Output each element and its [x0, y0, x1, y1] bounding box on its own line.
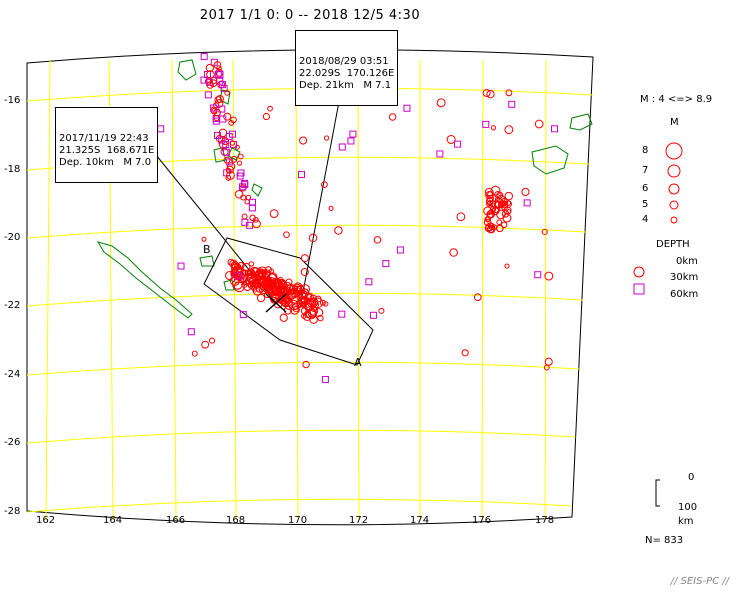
legend-mag-value: 6	[642, 183, 649, 194]
longitude-label: 166	[166, 515, 186, 526]
longitude-label: 178	[535, 515, 555, 526]
map-frame	[26, 49, 594, 526]
cross-section-box	[203, 237, 374, 366]
latitude-label: -20	[4, 232, 21, 243]
legend-depth-value: 30km	[670, 272, 699, 283]
legend-mag-range: M : 4 <=> 8.9	[640, 94, 713, 105]
earthquake-events	[157, 53, 559, 384]
legend-mag-value: 8	[642, 145, 649, 156]
longitude-label: 172	[349, 515, 369, 526]
longitude-label: 174	[410, 515, 430, 526]
legend-mag-value: 5	[642, 199, 649, 210]
fiji-coast	[569, 113, 593, 131]
latitude-label: -26	[4, 437, 21, 448]
legend-depth-value: 0km	[676, 256, 698, 267]
fiji-coast	[531, 145, 569, 175]
legend-magnitude-symbols	[665, 142, 683, 224]
depth-scale-unit: km	[678, 516, 694, 527]
depth-scale-bottom: 100	[678, 502, 698, 513]
coastlines	[96, 59, 593, 319]
footer-credit: // SEIS-PC //	[670, 576, 729, 587]
longitude-label: 170	[288, 515, 308, 526]
legend-depth-title: DEPTH	[656, 239, 690, 250]
vanuatu-island-coast	[177, 59, 197, 81]
legend-mag-value: 4	[642, 214, 649, 225]
latitude-label: -18	[4, 164, 21, 175]
depth-scale-top: 0	[688, 472, 695, 483]
longitude-label: 164	[103, 515, 123, 526]
event-count: N= 833	[645, 535, 684, 546]
loyalty-island-coast	[199, 255, 215, 267]
event-callout: 2017/11/19 22:43 21.325S 168.671E Dep. 10k…	[55, 107, 159, 183]
longitude-label: 168	[226, 515, 246, 526]
callout-leader	[299, 69, 346, 309]
depth-scale-bar	[655, 479, 660, 507]
section-label-b: B	[203, 243, 211, 256]
longitude-label: 176	[472, 515, 492, 526]
latitude-label: -16	[4, 95, 21, 106]
legend-mag-title: M	[670, 117, 679, 128]
longitude-label: 162	[36, 515, 56, 526]
legend-mag-value: 7	[642, 165, 649, 176]
section-label-a: A	[354, 356, 362, 369]
legend-depth-symbols	[633, 266, 645, 295]
loyalty-island-coast	[223, 279, 235, 291]
latitude-label: -22	[4, 300, 21, 311]
mainshock-markers	[265, 293, 287, 313]
legend-depth-value: 60km	[670, 289, 699, 300]
latitude-label: -28	[4, 506, 21, 517]
vanuatu-island-coast	[251, 183, 263, 197]
event-callout: 2018/08/29 03:51 22.029S 170.126E Dep. 21k…	[295, 30, 399, 106]
new-caledonia-coast	[96, 241, 193, 319]
latitude-label: -24	[4, 369, 21, 380]
map-title: 2017 1/1 0: 0 -- 2018 12/5 4:30	[199, 8, 421, 23]
